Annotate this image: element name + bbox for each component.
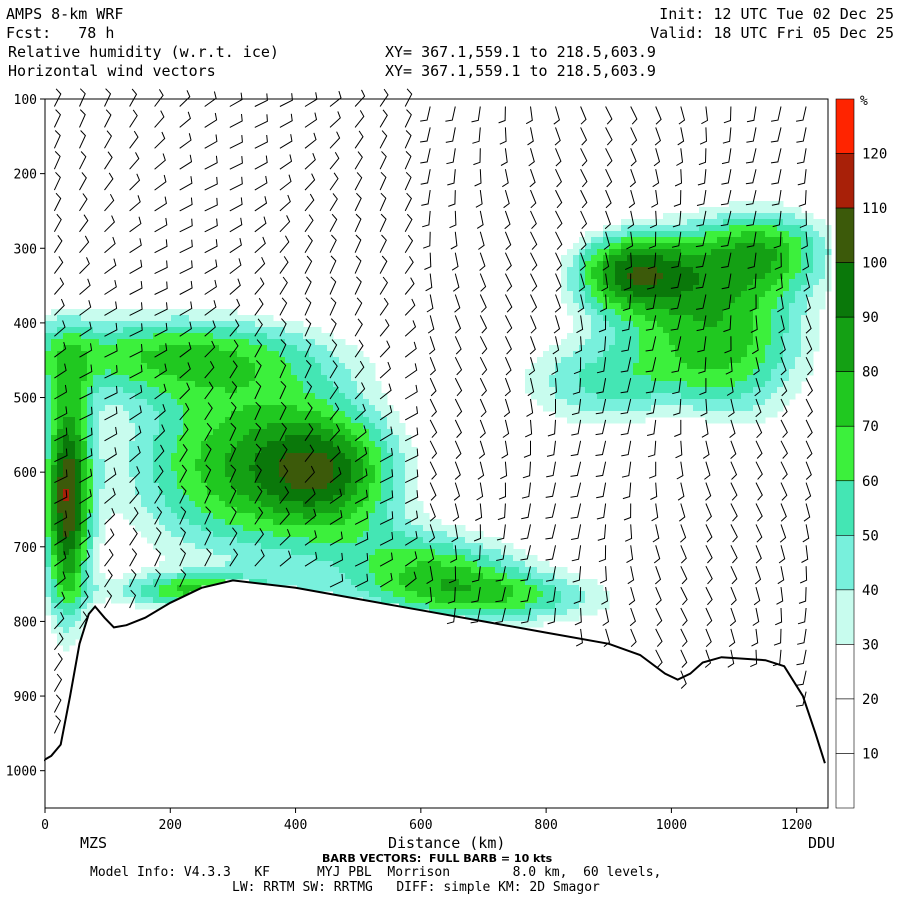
wind-barbs (53, 88, 814, 734)
colorbar-label: 120 (862, 147, 887, 163)
colorbar-box (835, 698, 855, 754)
colorbar-box (835, 371, 855, 427)
y-tick-label: 500 (14, 392, 37, 407)
field-title-wind: Horizontal wind vectors (8, 62, 216, 80)
y-tick-label: 400 (14, 317, 37, 332)
y-tick-label: 800 (14, 615, 37, 630)
x-tick-label: 0 (41, 818, 49, 833)
colorbar-label: 110 (862, 201, 887, 217)
y-tick-label: 600 (14, 466, 37, 481)
y-tick-label: 700 (14, 541, 37, 556)
right-endpoint-label: DDU (808, 834, 836, 852)
colorbar-label: 80 (862, 365, 879, 381)
model-info: Model Info: V4.3.3 KF MYJ PBL Morrison 8… (90, 865, 662, 880)
init-time: Init: 12 UTC Tue 02 Dec 25 (659, 5, 894, 23)
y-tick-label: 300 (14, 242, 37, 257)
model-title: AMPS 8-km WRF (6, 5, 124, 23)
x-tick-label: 200 (159, 818, 182, 833)
colorbar-box (835, 262, 855, 318)
plot-frame (44, 98, 829, 809)
x-tick-label: 800 (534, 818, 557, 833)
x-axis-title: Distance (km) (388, 834, 506, 852)
colorbar-box (835, 316, 855, 372)
colorbar-box (835, 480, 855, 536)
terrain-fill (45, 580, 825, 808)
colorbar-label: 10 (862, 746, 879, 762)
colorbar-box (835, 589, 855, 645)
colorbar-box (835, 753, 855, 809)
x-tick-label: 1000 (656, 818, 687, 833)
colorbar-label: 100 (862, 256, 887, 272)
colorbar-box (835, 207, 855, 263)
barb-note: BARB VECTORS: FULL BARB = 10 kts (322, 852, 553, 865)
colorbar-box (835, 98, 855, 154)
colorbar-box (835, 153, 855, 209)
colorbar-box (835, 535, 855, 591)
colorbar-label: 50 (862, 528, 879, 544)
colorbar-label: 70 (862, 419, 879, 435)
valid-time: Valid: 18 UTC Fri 05 Dec 25 (650, 24, 894, 42)
physics-info: LW: RRTM SW: RRTMG DIFF: simple KM: 2D S… (232, 880, 600, 895)
colorbar-label: 30 (862, 637, 879, 653)
rh-field (45, 201, 832, 652)
colorbar-box (835, 644, 855, 700)
colorbar-label: 40 (862, 583, 879, 599)
cross-section-coords-2: XY= 367.1,559.1 to 218.5,603.9 (385, 62, 656, 80)
field-title-rh: Relative humidity (w.r.t. ice) (8, 43, 279, 61)
y-tick-label: 900 (14, 690, 37, 705)
colorbar-label: 90 (862, 310, 879, 326)
forecast-hour: Fcst: 78 h (6, 24, 115, 42)
x-tick-label: 400 (284, 818, 307, 833)
x-tick-label: 1200 (781, 818, 812, 833)
left-endpoint-label: MZS (80, 834, 108, 852)
x-tick-label: 600 (409, 818, 432, 833)
colorbar-label: 20 (862, 692, 879, 708)
y-tick-label: 200 (14, 168, 37, 183)
colorbar-box (835, 425, 855, 482)
y-tick-label: 100 (14, 93, 37, 108)
terrain-surface-line (44, 579, 826, 764)
colorbar-unit: % (860, 94, 868, 109)
cross-section-coords-1: XY= 367.1,559.1 to 218.5,603.9 (385, 43, 656, 61)
y-tick-label: 1000 (6, 765, 37, 780)
colorbar-label: 60 (862, 474, 879, 490)
